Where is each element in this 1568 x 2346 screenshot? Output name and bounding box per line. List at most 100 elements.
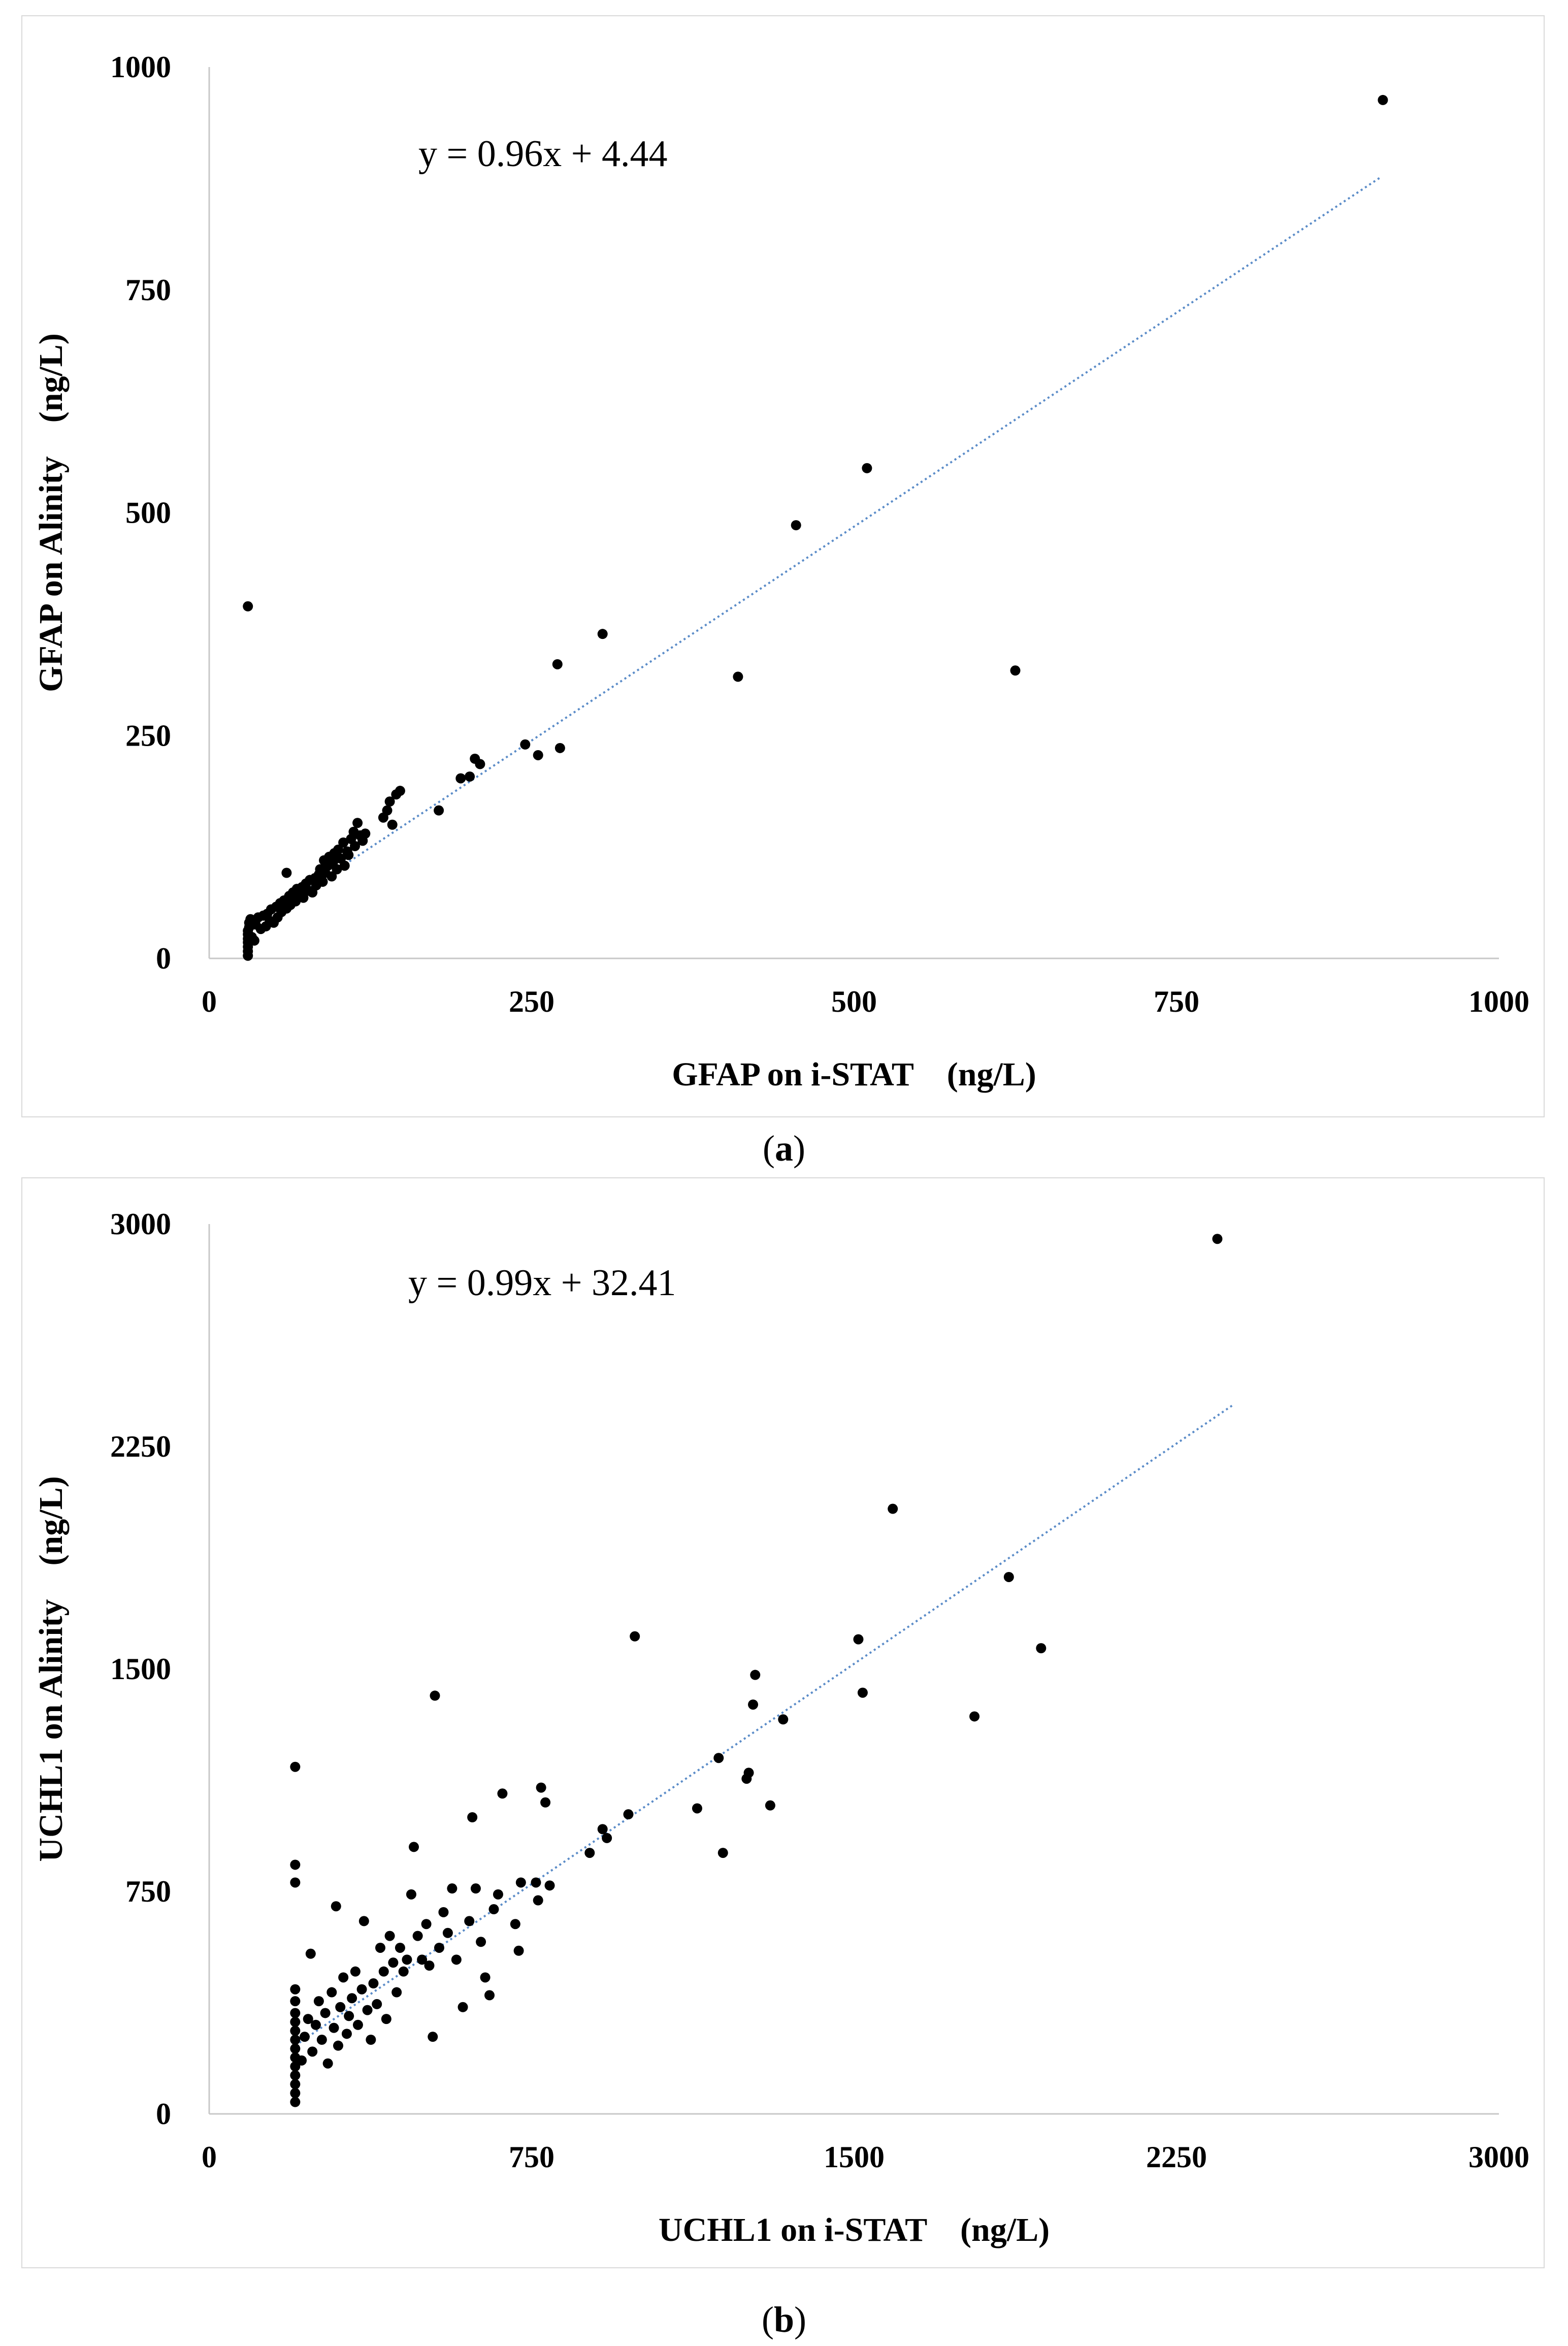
data-point bbox=[290, 1996, 301, 2007]
data-point bbox=[290, 1761, 301, 1772]
data-point bbox=[350, 841, 361, 851]
y-tick-label: 750 bbox=[125, 273, 171, 307]
data-point bbox=[552, 659, 563, 669]
data-point bbox=[428, 2032, 438, 2042]
data-point bbox=[290, 2079, 301, 2090]
data-point bbox=[402, 1954, 412, 1965]
data-point bbox=[434, 805, 444, 816]
data-point bbox=[750, 1669, 761, 1680]
y-tick-label: 0 bbox=[156, 942, 171, 975]
data-point bbox=[597, 629, 608, 639]
data-point bbox=[733, 671, 743, 682]
y-tick-label: 2250 bbox=[110, 1430, 171, 1463]
data-point bbox=[510, 1919, 520, 1930]
data-point bbox=[584, 1848, 595, 1858]
data-point bbox=[554, 743, 565, 753]
data-point bbox=[326, 1987, 337, 1998]
y-tick-label: 3000 bbox=[110, 1207, 171, 1241]
trendline-equation: y = 0.99x + 32.41 bbox=[408, 1262, 676, 1304]
data-point bbox=[451, 1954, 462, 1965]
trendline bbox=[247, 176, 1381, 930]
data-point bbox=[326, 871, 337, 882]
data-point bbox=[317, 877, 328, 887]
data-point bbox=[339, 860, 350, 871]
data-point bbox=[862, 463, 872, 473]
data-point bbox=[467, 1812, 478, 1822]
data-point bbox=[424, 1961, 435, 1971]
data-point bbox=[409, 1842, 419, 1852]
data-point bbox=[329, 2022, 339, 2033]
data-point bbox=[352, 818, 363, 828]
data-point bbox=[417, 1954, 428, 1965]
data-point bbox=[421, 1919, 432, 1930]
data-point bbox=[322, 2058, 333, 2069]
data-point bbox=[442, 1927, 453, 1938]
data-point bbox=[398, 1966, 409, 1977]
data-point bbox=[520, 739, 531, 750]
data-point bbox=[465, 771, 475, 782]
y-tick-label: 1500 bbox=[110, 1652, 171, 1686]
data-point bbox=[969, 1711, 980, 1722]
data-point bbox=[360, 828, 371, 839]
data-point bbox=[630, 1631, 640, 1642]
data-point bbox=[290, 2043, 301, 2054]
data-point bbox=[338, 1972, 349, 1983]
data-point bbox=[748, 1699, 759, 1710]
data-point bbox=[384, 796, 395, 807]
data-point bbox=[362, 2005, 373, 2015]
data-point bbox=[344, 2011, 354, 2021]
data-point bbox=[387, 819, 398, 830]
data-point bbox=[857, 1687, 868, 1698]
data-point bbox=[765, 1800, 775, 1811]
data-point bbox=[335, 2002, 346, 2012]
data-point bbox=[350, 1966, 361, 1977]
data-point bbox=[372, 1999, 382, 2009]
data-point bbox=[778, 1714, 789, 1725]
trendline-equation: y = 0.96x + 4.44 bbox=[418, 133, 667, 175]
data-point bbox=[853, 1634, 864, 1645]
data-point bbox=[623, 1809, 634, 1820]
data-point bbox=[290, 2035, 301, 2045]
panel-letter-b: b bbox=[773, 2299, 795, 2340]
data-point bbox=[464, 1916, 475, 1926]
x-axis-title: UCHL1 on i-STAT (ng/L) bbox=[659, 2211, 1050, 2248]
data-point bbox=[290, 2070, 301, 2081]
x-tick-label: 500 bbox=[831, 985, 877, 1018]
data-point bbox=[536, 1782, 546, 1793]
data-point bbox=[1212, 1234, 1223, 1244]
x-axis-title: GFAP on i-STAT (ng/L) bbox=[672, 1056, 1036, 1093]
data-point bbox=[290, 2026, 301, 2036]
chart-panel-b: 0 750 1500 2250 3000 0 750 1500 2250 3000 UCHL1 on… bbox=[21, 1177, 1545, 2268]
data-point bbox=[434, 1942, 444, 1953]
data-point bbox=[540, 1797, 551, 1808]
data-point bbox=[497, 1788, 508, 1799]
data-point bbox=[290, 1984, 301, 1995]
data-point bbox=[332, 864, 342, 875]
data-point bbox=[378, 1966, 389, 1977]
data-point bbox=[249, 935, 259, 946]
data-point bbox=[493, 1889, 503, 1900]
x-tick-label: 1000 bbox=[1468, 985, 1529, 1018]
data-point bbox=[480, 1972, 491, 1983]
data-point bbox=[290, 2061, 301, 2072]
chart-panel-a: 0 250 500 750 1000 0 250 500 750 1000 GFAP on i-ST… bbox=[21, 15, 1545, 1117]
data-point bbox=[476, 1937, 486, 1947]
data-point bbox=[458, 2002, 468, 2012]
x-tick-label: 2250 bbox=[1146, 2140, 1207, 2174]
data-point bbox=[297, 2055, 307, 2066]
data-point bbox=[692, 1803, 702, 1814]
data-point bbox=[515, 1877, 526, 1888]
x-tick-label: 3000 bbox=[1468, 2140, 1529, 2174]
data-point bbox=[475, 759, 485, 769]
data-point bbox=[290, 2097, 301, 2107]
data-point bbox=[352, 2019, 363, 2030]
data-point bbox=[533, 1895, 543, 1906]
data-point bbox=[531, 1877, 541, 1888]
data-point bbox=[602, 1833, 612, 1843]
data-point bbox=[375, 1942, 385, 1953]
x-tick-label: 750 bbox=[509, 2140, 554, 2174]
data-point bbox=[305, 1948, 316, 1959]
data-point bbox=[438, 1907, 449, 1917]
data-point bbox=[243, 601, 253, 612]
data-point bbox=[513, 1945, 524, 1956]
